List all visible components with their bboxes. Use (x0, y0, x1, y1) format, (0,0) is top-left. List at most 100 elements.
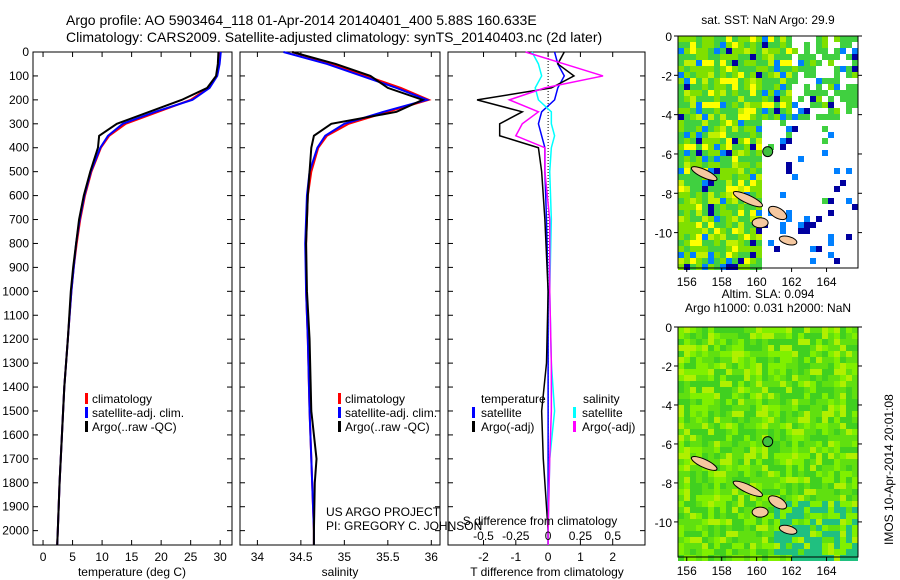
map-cell (816, 435, 822, 441)
map-cell (738, 507, 744, 513)
map-cell (720, 375, 726, 381)
map-cell (834, 186, 840, 192)
map-cell (708, 186, 714, 192)
x-tick-label: 1 (577, 550, 584, 564)
map-cell (852, 471, 858, 477)
map-cell (696, 222, 702, 228)
map-cell (684, 531, 690, 537)
map-cell (798, 222, 804, 228)
map-cell (762, 459, 768, 465)
map-cell (762, 36, 768, 42)
y-tick-label: -8 (661, 187, 672, 201)
map-cell (714, 441, 720, 447)
map-cell (684, 204, 690, 210)
map-cell (822, 351, 828, 357)
map-cell (792, 114, 798, 120)
map-cell (822, 345, 828, 351)
map-cell (744, 459, 750, 465)
map-cell (768, 411, 774, 417)
map-cell (804, 228, 810, 234)
map-cell (798, 357, 804, 363)
y-tick-label: 200 (9, 93, 29, 107)
map-cell (822, 531, 828, 537)
map-cell (810, 387, 816, 393)
map-cell (816, 429, 822, 435)
map-cell (732, 78, 738, 84)
map-cell (708, 435, 714, 441)
map-cell (702, 555, 708, 561)
map-cell (840, 357, 846, 363)
map-cell (798, 405, 804, 411)
map-cell (786, 429, 792, 435)
map-cell (804, 519, 810, 525)
map-cell (714, 339, 720, 345)
map-cell (696, 156, 702, 162)
map-cell (816, 78, 822, 84)
map-cell (678, 459, 684, 465)
map-cell (738, 78, 744, 84)
y-tick-label: 2000 (2, 524, 29, 538)
map-cell (678, 144, 684, 150)
map-cell (720, 423, 726, 429)
map-cell (822, 549, 828, 555)
map-cell (780, 435, 786, 441)
map-cell (726, 429, 732, 435)
map-cell (762, 393, 768, 399)
title-line2: Climatology: CARS2009. Satellite-adjuste… (66, 29, 603, 45)
map-cell (756, 192, 762, 198)
map-cell (804, 447, 810, 453)
map-cell (750, 60, 756, 66)
map-cell (750, 447, 756, 453)
map-cell (720, 501, 726, 507)
map-cell (702, 471, 708, 477)
map-cell (702, 489, 708, 495)
map-cell (738, 549, 744, 555)
x-axis-label: T difference from climatology (470, 565, 624, 579)
map-cell (804, 54, 810, 60)
legend-label: satellite-adj. clim. (345, 406, 437, 420)
map-cell (702, 84, 708, 90)
map-cell (828, 351, 834, 357)
credit-line2: PI: GREGORY C. JOHNSON (326, 519, 483, 533)
map-cell (756, 90, 762, 96)
map-cell (678, 399, 684, 405)
map-cell (684, 549, 690, 555)
map-cell (750, 423, 756, 429)
map-cell (690, 42, 696, 48)
map-cell (762, 483, 768, 489)
map-cell (810, 345, 816, 351)
map-cell (780, 399, 786, 405)
map-cell (738, 477, 744, 483)
map-cell (762, 54, 768, 60)
map-cell (846, 375, 852, 381)
map-cell (738, 327, 744, 333)
map-cell (678, 375, 684, 381)
map-cell (792, 435, 798, 441)
map-cell (846, 531, 852, 537)
map-cell (696, 549, 702, 555)
map-cell (684, 228, 690, 234)
map-cell (708, 144, 714, 150)
map-cell (732, 375, 738, 381)
map-cell (822, 357, 828, 363)
map-cell (816, 537, 822, 543)
map-cell (768, 339, 774, 345)
map-cell (708, 180, 714, 186)
map-cell (756, 168, 762, 174)
map-cell (834, 54, 840, 60)
map-cell (726, 204, 732, 210)
map-cell (714, 501, 720, 507)
map-cell (756, 441, 762, 447)
map-cell (834, 429, 840, 435)
map-cell (744, 333, 750, 339)
map-cell (828, 453, 834, 459)
map-cell (708, 246, 714, 252)
map-cell (726, 96, 732, 102)
map-cell (708, 363, 714, 369)
map-cell (804, 90, 810, 96)
map-cell (762, 357, 768, 363)
y-tick-label: -4 (661, 109, 672, 123)
map-cell (678, 441, 684, 447)
map-cell (762, 339, 768, 345)
map-cell (774, 555, 780, 561)
